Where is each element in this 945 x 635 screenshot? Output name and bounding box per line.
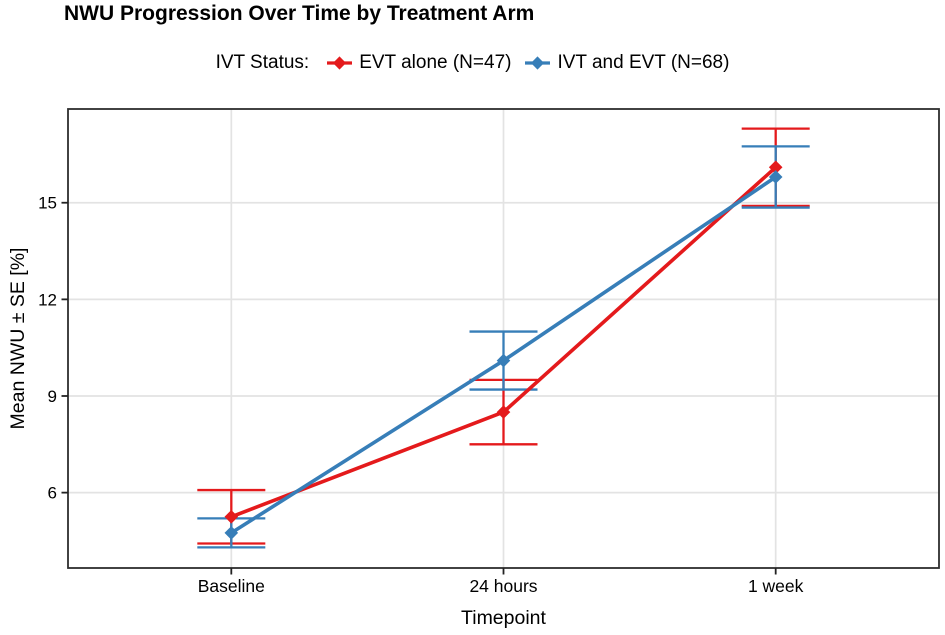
diamond-line-key-icon: [525, 56, 551, 70]
x-axis-tick-label: 1 week: [748, 576, 804, 596]
legend-item-ivt-and-evt: IVT and EVT (N=68): [524, 52, 729, 74]
legend-item-evt-alone: EVT alone (N=47): [326, 52, 511, 74]
diamond-line-key-icon: [327, 56, 353, 70]
data-point-series-1-1: [496, 353, 511, 368]
y-axis-title: Mean NWU ± SE [%]: [7, 248, 29, 430]
legend: IVT Status: EVT alone (N=47) IVT and EVT…: [0, 52, 945, 74]
x-axis-tick-label: Baseline: [198, 576, 265, 596]
legend-title: IVT Status:: [215, 52, 310, 73]
chart-title: NWU Progression Over Time by Treatment A…: [64, 2, 535, 25]
data-point-series-0-0: [224, 509, 239, 524]
data-point-series-0-1: [496, 405, 511, 419]
y-axis-tick-label: 12: [38, 290, 57, 309]
y-axis-tick-label: 6: [48, 484, 57, 503]
y-axis-tick-label: 15: [38, 194, 57, 213]
data-point-series-0-2: [768, 160, 783, 175]
y-axis-tick-label: 9: [48, 387, 57, 406]
data-point-series-1-2: [768, 170, 783, 184]
legend-label-evt-alone: EVT alone (N=47): [359, 52, 512, 73]
data-point-series-1-0: [224, 526, 239, 540]
x-axis-title: Timepoint: [461, 607, 546, 629]
x-axis-tick-label: 24 hours: [469, 576, 537, 596]
legend-label-ivt-and-evt: IVT and EVT (N=68): [557, 52, 730, 73]
